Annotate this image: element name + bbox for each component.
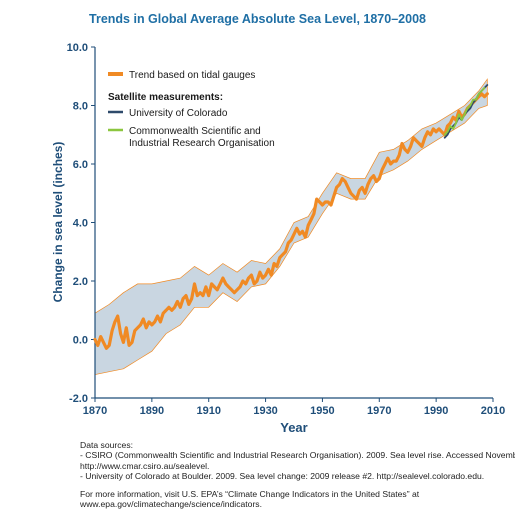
more-info-note: For more information, visit U.S. EPA’s “… [80, 489, 419, 510]
y-tick-label: 0.0 [73, 335, 88, 347]
legend: Trend based on tidal gauges Satellite me… [108, 70, 275, 149]
uncertainty-band [94, 78, 488, 376]
series-line-tidal-gauges [93, 92, 489, 350]
y-tick-label: -2.0 [69, 393, 88, 405]
x-tick-label: 2010 [481, 405, 505, 417]
x-tick-label: 1890 [140, 405, 164, 417]
legend-heading-satellite: Satellite measurements: [108, 92, 223, 103]
tick-label-layer: 1870 1890 1910 1930 1950 1970 1990 2010 -2.0 0.0 2… [67, 42, 506, 417]
sea-level-chart: 1870 1890 1910 1930 1950 1970 1990 2010 -2.0 0.0 2… [51, 42, 506, 435]
notes-line-3: http://www.cmar.csiro.au/sealevel. [80, 460, 210, 471]
series-line-csiro [443, 87, 486, 136]
y-tick-label: 10.0 [67, 42, 88, 54]
y-tick-label: 2.0 [73, 276, 88, 288]
notes-line-4: - University of Colorado at Boulder. 200… [80, 471, 485, 482]
notes-line-5: For more information, visit U.S. EPA’s “… [80, 489, 420, 499]
y-axis-label: Change in sea level (inches) [51, 142, 65, 303]
x-tick-label: 1930 [253, 405, 277, 417]
x-tick-label: 1870 [83, 405, 107, 417]
chart-title: Trends in Global Average Absolute Sea Le… [89, 12, 426, 26]
uncertainty-band-layer [94, 78, 488, 376]
legend-label-tidal: Trend based on tidal gauges [129, 70, 255, 81]
series-layer [93, 84, 489, 350]
y-tick-label: 6.0 [73, 159, 88, 171]
legend-label-csiro-line2: Industrial Research Organisation [129, 138, 275, 149]
notes-line-6: www.epa.gov/climatechange/science/indica… [80, 499, 262, 510]
y-tick-label: 8.0 [73, 101, 88, 113]
x-axis-label: Year [280, 420, 307, 435]
y-tick-label: 4.0 [73, 218, 88, 230]
x-tick-label: 1950 [310, 405, 334, 417]
x-tick-label: 1970 [367, 405, 391, 417]
notes-line-1: Data sources: [80, 440, 134, 450]
x-tick-label: 1910 [196, 405, 220, 417]
notes-line-2: - CSIRO (Commonwealth Scientific and Ind… [80, 450, 515, 461]
x-tick-label: 1990 [424, 405, 448, 417]
legend-label-csiro-line1: Commonwealth Scientific and [129, 126, 261, 137]
legend-label-colorado: University of Colorado [129, 108, 228, 119]
data-sources-note: Data sources: - CSIRO (Commonwealth Scie… [80, 440, 515, 482]
